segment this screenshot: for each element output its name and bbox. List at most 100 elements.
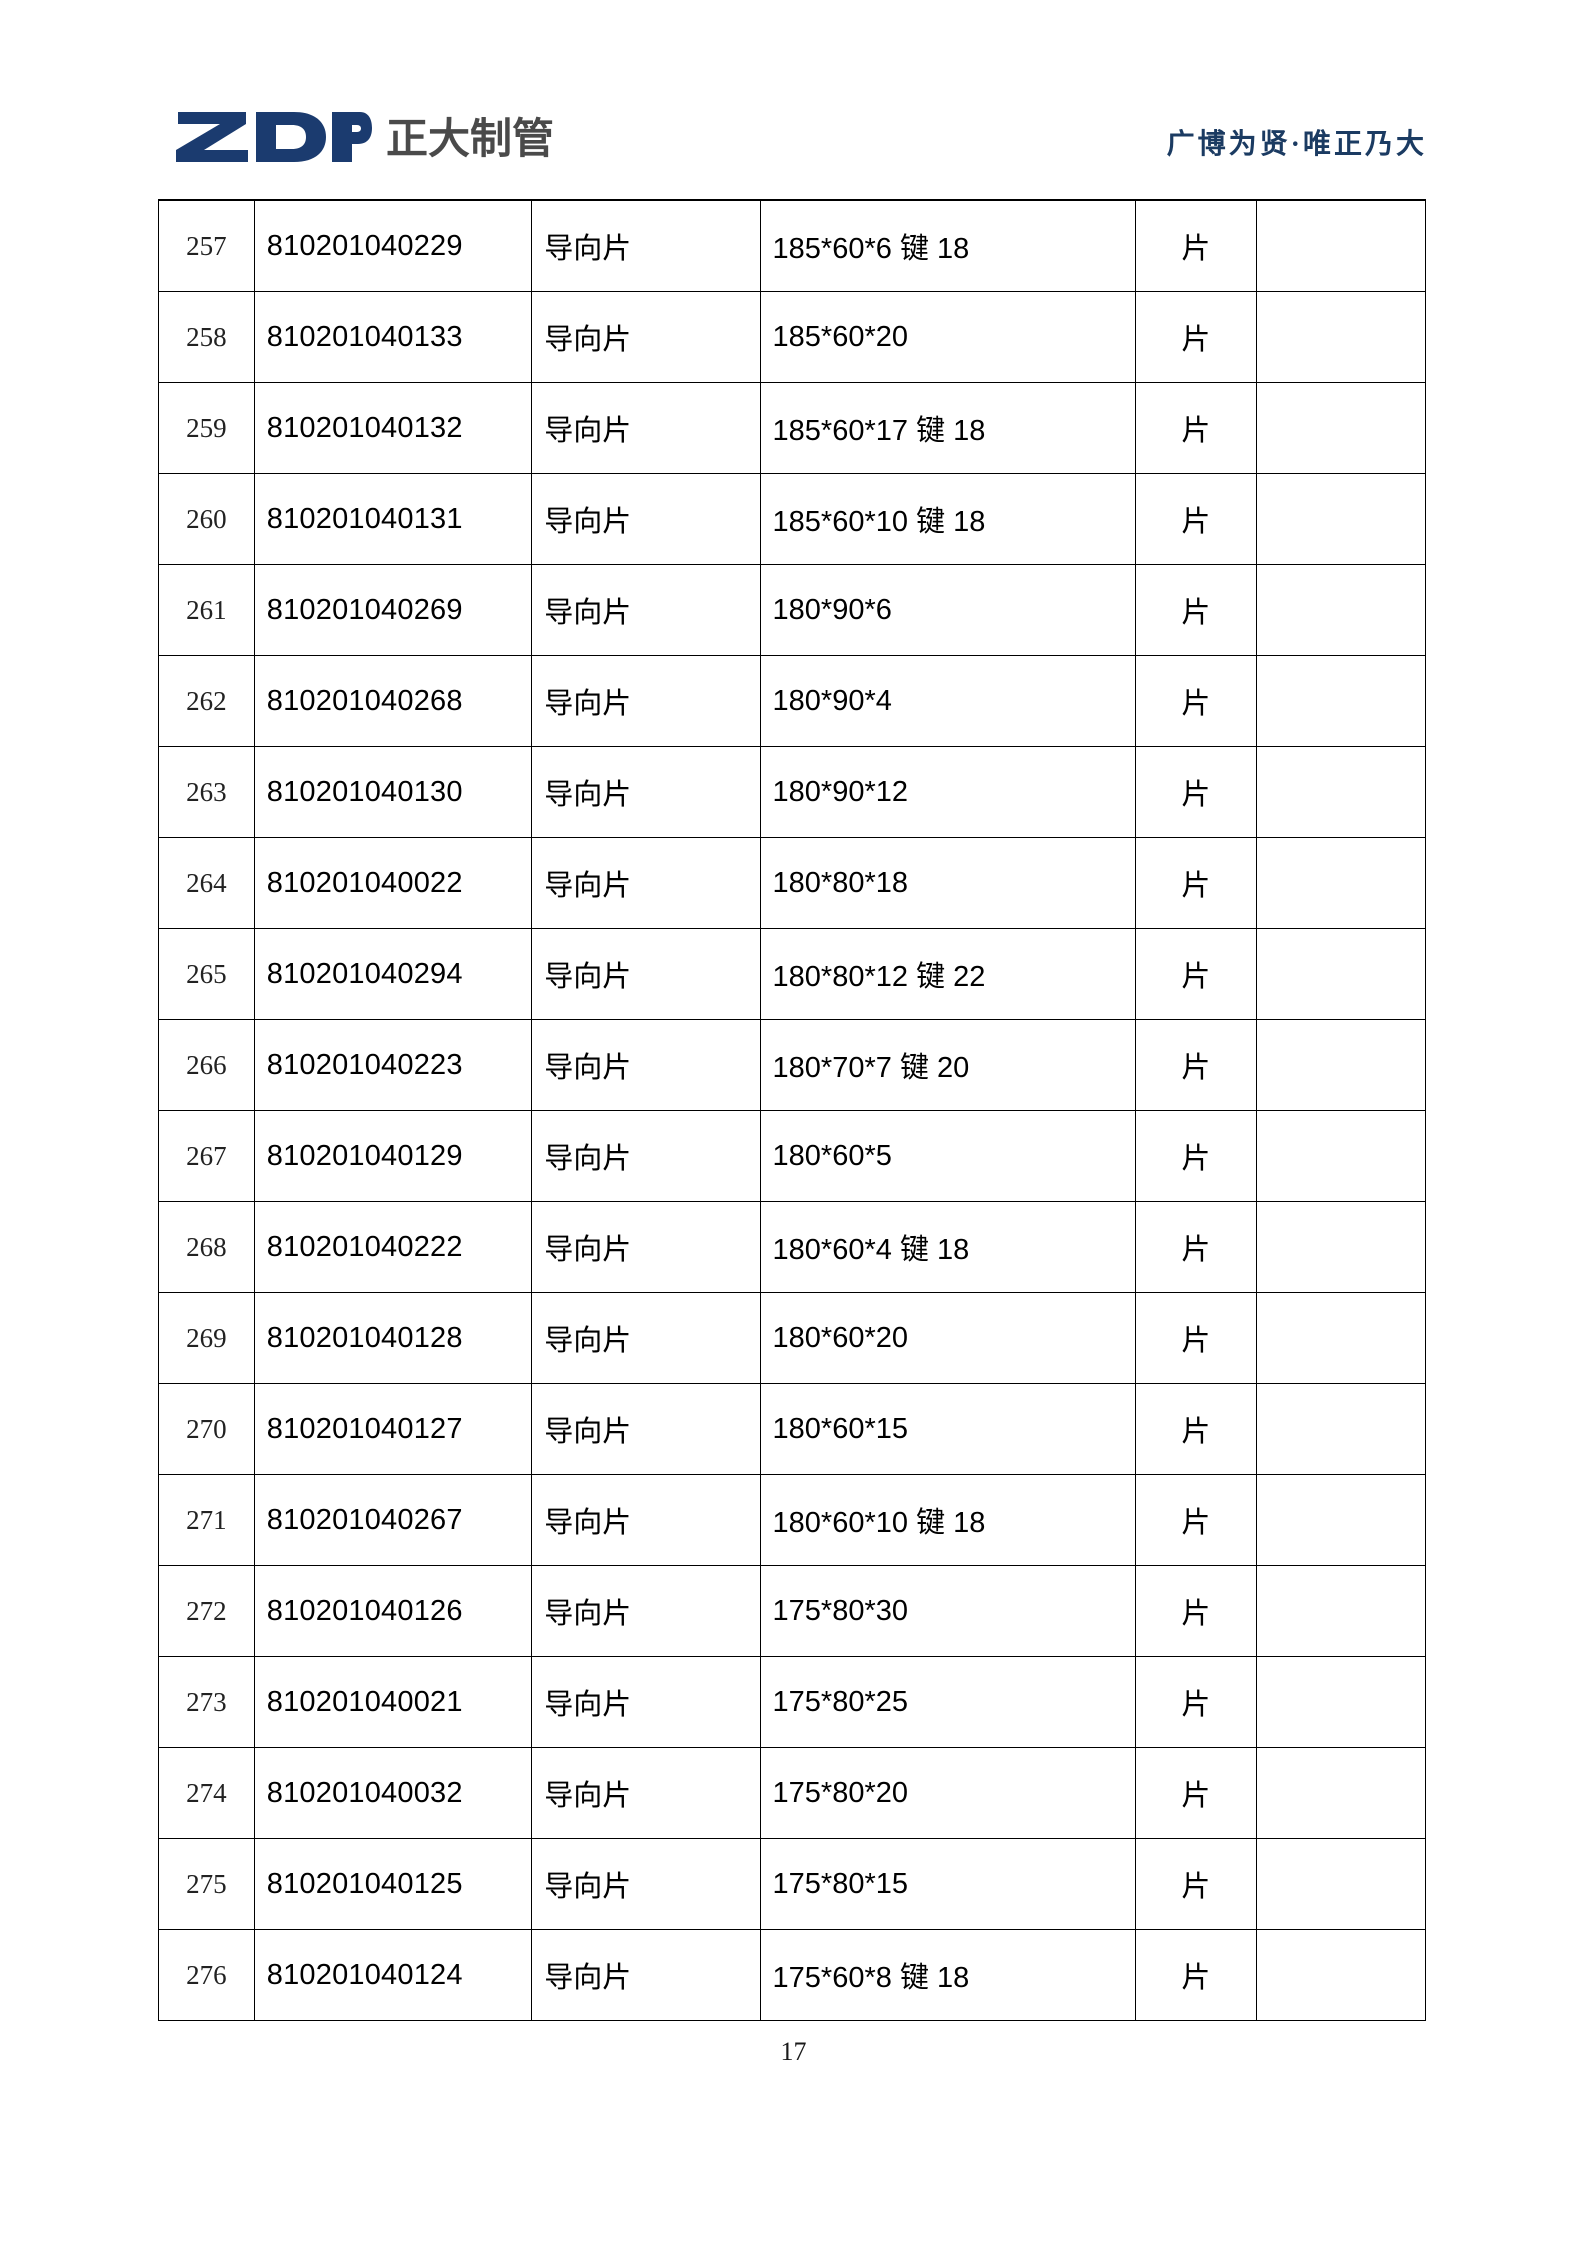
cell-specification: 180*60*4 键 18: [759, 1201, 1137, 1293]
cell-part-name: 导向片: [531, 1656, 761, 1748]
table-row: 276 810201040124 导向片 175*60*8 键 18 片: [158, 1929, 1427, 2021]
cell-part-name: 导向片: [531, 291, 761, 383]
zdp-logo-icon: [176, 110, 372, 169]
cell-material-code: 810201040130: [253, 746, 533, 838]
cell-part-name: 导向片: [531, 1019, 761, 1111]
company-slogan: 广博为贤·唯正乃大: [1166, 129, 1427, 160]
cell-specification: 185*60*17 键 18: [759, 382, 1137, 474]
cell-index: 259: [158, 382, 255, 474]
cell-specification: 175*80*30: [759, 1565, 1137, 1657]
cell-unit: 片: [1135, 1929, 1257, 2021]
cell-specification: 180*60*5: [759, 1110, 1137, 1202]
cell-index: 276: [158, 1929, 255, 2021]
cell-material-code: 810201040294: [253, 928, 533, 1020]
cell-empty: [1255, 1929, 1427, 2021]
cell-empty: [1255, 1474, 1427, 1566]
cell-empty: [1255, 1565, 1427, 1657]
cell-part-name: 导向片: [531, 199, 761, 292]
table-row: 262 810201040268 导向片 180*90*4 片: [158, 655, 1427, 747]
cell-material-code: 810201040133: [253, 291, 533, 383]
cell-unit: 片: [1135, 1019, 1257, 1111]
cell-index: 257: [158, 199, 255, 292]
cell-index: 266: [158, 1019, 255, 1111]
cell-specification: 180*80*12 键 22: [759, 928, 1137, 1020]
table-row: 263 810201040130 导向片 180*90*12 片: [158, 746, 1427, 838]
cell-index: 272: [158, 1565, 255, 1657]
cell-empty: [1255, 928, 1427, 1020]
cell-specification: 180*60*20: [759, 1292, 1137, 1384]
cell-specification: 175*80*15: [759, 1838, 1137, 1930]
cell-specification: 175*80*20: [759, 1747, 1137, 1839]
page-footer: 17: [0, 2037, 1587, 2067]
parts-table-container: 257 810201040229 导向片 185*60*6 键 18 片 258 81020…: [158, 199, 1427, 2021]
table-row: 269 810201040128 导向片 180*60*20 片: [158, 1292, 1427, 1384]
table-row: 266 810201040223 导向片 180*70*7 键 20 片: [158, 1019, 1427, 1111]
cell-part-name: 导向片: [531, 382, 761, 474]
cell-unit: 片: [1135, 1383, 1257, 1475]
table-row: 265 810201040294 导向片 180*80*12 键 22 片: [158, 928, 1427, 1020]
cell-unit: 片: [1135, 1838, 1257, 1930]
cell-part-name: 导向片: [531, 928, 761, 1020]
cell-specification: 180*70*7 键 20: [759, 1019, 1137, 1111]
table-row: 268 810201040222 导向片 180*60*4 键 18 片: [158, 1201, 1427, 1293]
logo-company-name: 正大制管: [386, 115, 555, 162]
cell-part-name: 导向片: [531, 473, 761, 565]
cell-unit: 片: [1135, 837, 1257, 929]
cell-part-name: 导向片: [531, 837, 761, 929]
cell-index: 273: [158, 1656, 255, 1748]
cell-specification: 180*90*6: [759, 564, 1137, 656]
cell-material-code: 810201040267: [253, 1474, 533, 1566]
cell-index: 258: [158, 291, 255, 383]
cell-index: 265: [158, 928, 255, 1020]
cell-unit: 片: [1135, 382, 1257, 474]
page-header: 正大制管 广博为贤·唯正乃大: [0, 108, 1587, 180]
cell-unit: 片: [1135, 1747, 1257, 1839]
cell-unit: 片: [1135, 928, 1257, 1020]
cell-index: 271: [158, 1474, 255, 1566]
cell-specification: 185*60*20: [759, 291, 1137, 383]
cell-empty: [1255, 382, 1427, 474]
cell-specification: 175*80*25: [759, 1656, 1137, 1748]
cell-material-code: 810201040022: [253, 837, 533, 929]
cell-part-name: 导向片: [531, 1929, 761, 2021]
cell-specification: 180*90*4: [759, 655, 1137, 747]
table-row: 274 810201040032 导向片 175*80*20 片: [158, 1747, 1427, 1839]
cell-empty: [1255, 473, 1427, 565]
cell-index: 264: [158, 837, 255, 929]
cell-empty: [1255, 655, 1427, 747]
cell-part-name: 导向片: [531, 1565, 761, 1657]
cell-specification: 180*60*15: [759, 1383, 1137, 1475]
cell-unit: 片: [1135, 199, 1257, 292]
cell-index: 268: [158, 1201, 255, 1293]
table-row: 267 810201040129 导向片 180*60*5 片: [158, 1110, 1427, 1202]
cell-part-name: 导向片: [531, 655, 761, 747]
parts-table: 257 810201040229 导向片 185*60*6 键 18 片 258 81020…: [158, 199, 1427, 2021]
cell-material-code: 810201040268: [253, 655, 533, 747]
cell-index: 274: [158, 1747, 255, 1839]
cell-material-code: 810201040021: [253, 1656, 533, 1748]
cell-specification: 180*80*18: [759, 837, 1137, 929]
parts-table-body: 257 810201040229 导向片 185*60*6 键 18 片 258 81020…: [158, 199, 1427, 2021]
cell-empty: [1255, 1110, 1427, 1202]
table-row: 257 810201040229 导向片 185*60*6 键 18 片: [158, 199, 1427, 292]
table-row: 271 810201040267 导向片 180*60*10 键 18 片: [158, 1474, 1427, 1566]
cell-material-code: 810201040125: [253, 1838, 533, 1930]
cell-index: 269: [158, 1292, 255, 1384]
table-row: 258 810201040133 导向片 185*60*20 片: [158, 291, 1427, 383]
cell-material-code: 810201040132: [253, 382, 533, 474]
table-row: 275 810201040125 导向片 175*80*15 片: [158, 1838, 1427, 1930]
cell-empty: [1255, 746, 1427, 838]
table-row: 270 810201040127 导向片 180*60*15 片: [158, 1383, 1427, 1475]
cell-part-name: 导向片: [531, 1110, 761, 1202]
cell-empty: [1255, 1201, 1427, 1293]
cell-unit: 片: [1135, 1292, 1257, 1384]
cell-part-name: 导向片: [531, 1292, 761, 1384]
cell-material-code: 810201040032: [253, 1747, 533, 1839]
cell-unit: 片: [1135, 655, 1257, 747]
cell-material-code: 810201040131: [253, 473, 533, 565]
cell-material-code: 810201040126: [253, 1565, 533, 1657]
cell-material-code: 810201040128: [253, 1292, 533, 1384]
cell-index: 267: [158, 1110, 255, 1202]
cell-empty: [1255, 837, 1427, 929]
